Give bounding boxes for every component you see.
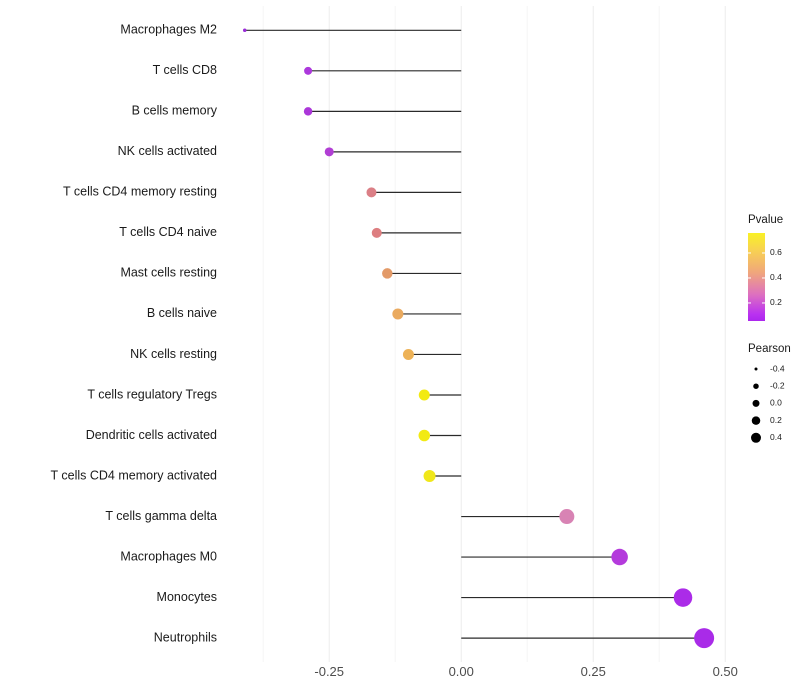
pvalue-colorbar (748, 233, 765, 321)
colorbar-tick-label: 0.4 (770, 272, 782, 282)
lollipop-dot (371, 227, 382, 238)
pearson-size-dot (751, 416, 761, 425)
y-axis-label: T cells regulatory Tregs (87, 387, 217, 401)
y-axis-label: T cells CD4 memory resting (63, 185, 217, 199)
x-axis-tick-label: 0.00 (449, 664, 474, 679)
colorbar-tick-label: 0.2 (770, 297, 782, 307)
lollipop-dot (303, 107, 313, 116)
lollipop-dot (611, 548, 628, 566)
pearson-size-label: 0.4 (770, 432, 782, 442)
y-axis-label: T cells CD8 (153, 63, 217, 77)
y-axis-label: NK cells activated (118, 144, 217, 158)
lollipop-dot (418, 429, 431, 442)
y-axis-label: T cells CD4 naive (119, 225, 217, 239)
lollipop-dot (673, 588, 693, 607)
y-axis-label: T cells gamma delta (105, 509, 217, 523)
pearson-size-label: 0.2 (770, 415, 782, 425)
pearson-size-dot (753, 383, 759, 389)
x-axis-tick-label: 0.50 (713, 664, 738, 679)
y-axis-label: Mast cells resting (120, 266, 217, 280)
pearson-size-label: -0.2 (770, 380, 785, 390)
pearson-size-label: -0.4 (770, 363, 785, 373)
pearson-size-dot (754, 367, 758, 371)
y-axis-label: T cells CD4 memory activated (51, 468, 218, 482)
pvalue-legend-title: Pvalue (748, 214, 784, 226)
y-axis-label: Macrophages M2 (120, 23, 217, 37)
x-axis-tick-label: 0.25 (581, 664, 606, 679)
pearson-size-dot (752, 399, 760, 407)
y-axis-label: Macrophages M0 (120, 549, 217, 563)
lollipop-dot (694, 628, 715, 649)
x-axis-tick-label: -0.25 (314, 664, 344, 679)
lollipop-dot (392, 308, 404, 320)
y-axis-label: Neutrophils (154, 630, 217, 644)
y-axis-label: NK cells resting (130, 347, 217, 361)
pearson-size-dot (751, 432, 761, 443)
lollipop-dot (366, 187, 377, 198)
pearson-size-label: 0.0 (770, 398, 782, 408)
lollipop-dot (402, 348, 414, 360)
lollipop-dot (423, 470, 436, 483)
lollipop-dot (382, 268, 393, 279)
lollipop-dot (559, 509, 575, 525)
y-axis-label: B cells memory (132, 104, 218, 118)
lollipop-dot (304, 66, 313, 75)
y-axis-label: B cells naive (147, 306, 217, 320)
lollipop-dot (324, 147, 334, 157)
y-axis-label: Monocytes (157, 590, 217, 604)
pearson-legend-title: Pearson (748, 343, 791, 355)
lollipop-dot (418, 389, 430, 401)
lollipop-dot (242, 28, 247, 33)
y-axis-label: Dendritic cells activated (86, 428, 217, 442)
colorbar-tick-label: 0.6 (770, 247, 782, 257)
